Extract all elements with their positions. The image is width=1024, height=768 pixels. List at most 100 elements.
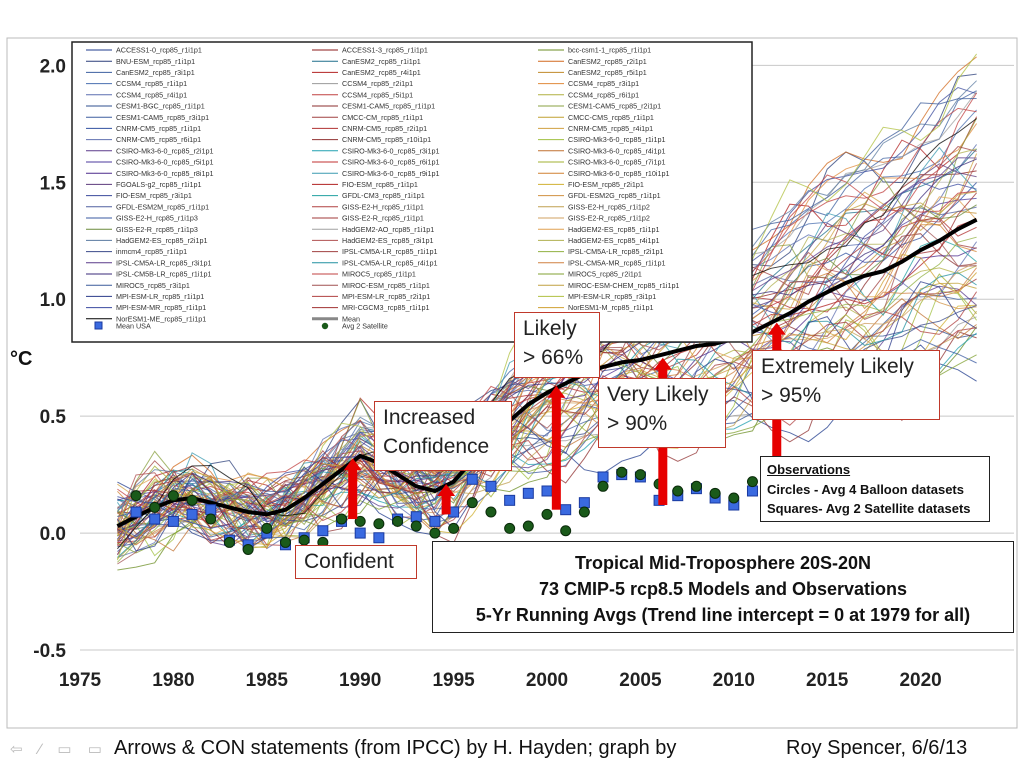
balloon-point	[541, 508, 553, 520]
balloon-point	[728, 492, 740, 504]
legend-entry: CCSM4_rcp85_r5i1p1	[342, 90, 413, 99]
x-tick-label: 1985	[246, 670, 289, 691]
chart-title-box: Tropical Mid-Troposphere 20S-20N 73 CMIP…	[432, 541, 1014, 633]
balloon-point	[429, 527, 441, 539]
red-arrow-head	[767, 322, 786, 335]
annotation-extremely-likely-line2: > 95%	[761, 383, 822, 407]
model-series-line	[117, 261, 977, 545]
balloon-point	[167, 490, 179, 502]
legend-entry: FIO-ESM_rcp85_r1i1p1	[342, 180, 418, 189]
legend-entry: CESM1-CAM5_rcp85_r2i1p1	[568, 102, 661, 111]
balloon-point	[130, 490, 142, 502]
legend-entry: CSIRO-Mk3-6-0_rcp85_r1i1p1	[568, 135, 665, 144]
balloon-point	[261, 522, 273, 534]
balloon-point	[242, 543, 254, 555]
red-arrow-head	[653, 357, 672, 370]
model-series-line	[117, 224, 977, 565]
legend-entry: IPSL-CM5A-LR_rcp85_r1i1p1	[342, 247, 437, 256]
x-tick-label: 1995	[432, 670, 475, 691]
satellite-point	[578, 497, 590, 509]
balloon-point	[205, 513, 217, 525]
legend-entry: CanESM2_rcp85_r4i1p1	[342, 68, 421, 77]
legend-entry: CMCC-CMS_rcp85_r1i1p1	[568, 113, 654, 122]
annotation-likely: Likely > 66%	[514, 312, 600, 378]
legend-entry: MPI-ESM-LR_rcp85_r3i1p1	[568, 292, 656, 301]
legend-entry: MPI-ESM-LR_rcp85_r2i1p1	[342, 292, 430, 301]
satellite-point	[186, 508, 198, 520]
legend-swatch-satellite	[94, 321, 103, 330]
legend-entry: CCSM4_rcp85_r4i1p1	[116, 90, 187, 99]
balloon-point	[597, 480, 609, 492]
annotation-likely-line1: Likely	[523, 317, 577, 340]
legend-entry: CNRM-CM5_rcp85_r4i1p1	[568, 124, 653, 133]
balloon-point	[504, 522, 516, 534]
model-series-line	[117, 236, 977, 563]
legend-entry: GISS-E2-R_rcp85_r1i1p2	[568, 214, 650, 223]
balloon-point	[672, 485, 684, 497]
legend-entry: inmcm4_rcp85_r1i1p1	[116, 247, 187, 256]
legend-entry: CNRM-CM5_rcp85_r2i1p1	[342, 124, 427, 133]
balloon-point	[448, 522, 460, 534]
legend-entry: CCSM4_rcp85_r2i1p1	[342, 79, 413, 88]
balloon-point	[373, 518, 385, 530]
balloon-point	[279, 536, 291, 548]
balloon-point	[186, 494, 198, 506]
legend-entry: ACCESS1-0_rcp85_r1i1p1	[116, 46, 202, 55]
annotation-very-likely-line2: > 90%	[607, 411, 668, 435]
balloon-point	[223, 536, 235, 548]
x-tick-label: 2010	[713, 670, 755, 691]
legend-entry: HadGEM2-ES_rcp85_r3i1p1	[342, 236, 434, 245]
balloon-point	[485, 506, 497, 518]
x-tick-label: 2020	[899, 670, 941, 691]
balloon-point	[149, 501, 161, 513]
red-arrow-shaft	[551, 395, 561, 510]
chart-title-line3: 5-Yr Running Avgs (Trend line intercept …	[475, 605, 971, 626]
legend-entry: IPSL-CM5A-MR_rcp85_r1i1p1	[568, 258, 665, 267]
legend-entry: NorESM1-ME_rcp85_r1i1p1	[116, 314, 206, 323]
legend-entry: CESM1-CAM5_rcp85_r3i1p1	[116, 113, 209, 122]
legend-entry: HadGEM2-ES_rcp85_r2i1p1	[116, 236, 208, 245]
y-axis-label: °C	[10, 348, 33, 370]
legend-entry: IPSL-CM5A-LR_rcp85_r4i1p1	[342, 258, 437, 267]
model-series-line	[116, 191, 977, 541]
x-tick-label: 1980	[152, 670, 194, 691]
slide-nav-icons[interactable]: ⇦ ∕ ▭ ▭	[10, 741, 108, 758]
satellite-point	[205, 504, 217, 516]
red-arrow-head	[547, 385, 566, 398]
red-arrow-head	[437, 483, 456, 496]
legend-entry: CSIRO-Mk3-6-0_rcp85_r6i1p1	[342, 158, 439, 167]
red-arrow-head	[343, 458, 362, 471]
x-tick-label: 2015	[806, 670, 849, 691]
legend-entry: CSIRO-Mk3-6-0_rcp85_r7i1p1	[568, 158, 665, 167]
legend-entry: GISS-E2-H_rcp85_r1i1p1	[342, 202, 424, 211]
legend-entry: CNRM-CM5_rcp85_r10i1p1	[342, 135, 431, 144]
legend-entry: CanESM2_rcp85_r1i1p1	[342, 57, 421, 66]
model-series-line	[117, 192, 977, 531]
annotation-increased-line2: Confidence	[383, 434, 490, 458]
legend-entry: GFDL-ESM2G_rcp85_r1i1p1	[568, 191, 661, 200]
legend-entry: IPSL-CM5A-LR_rcp85_r2i1p1	[568, 247, 663, 256]
x-tick-label: 1975	[59, 670, 102, 691]
red-arrow-shaft	[441, 493, 451, 515]
annotation-increased-line1: Increased	[383, 406, 476, 429]
legend-entry: Mean	[342, 314, 360, 323]
legend-entry: IPSL-CM5A-LR_rcp85_r3i1p1	[116, 258, 211, 267]
annotation-confident-text: Confident	[304, 550, 394, 573]
legend-entry: CSIRO-Mk3-6-0_rcp85_r4i1p1	[568, 146, 665, 155]
satellite-point	[466, 473, 478, 485]
legend-entry: GISS-E2-H_rcp85_r1i1p3	[116, 214, 198, 223]
legend-entry: CNRM-CM5_rcp85_r1i1p1	[116, 124, 201, 133]
model-series-line	[117, 204, 977, 539]
legend-entry: GISS-E2-H_rcp85_r1i1p2	[568, 202, 650, 211]
legend-entry: GISS-E2-R_rcp85_r1i1p1	[342, 214, 424, 223]
satellite-point	[504, 494, 516, 506]
legend-entry: MIROC-ESM_rcp85_r1i1p1	[342, 281, 430, 290]
balloon-point	[336, 513, 348, 525]
balloon-point	[690, 480, 702, 492]
legend-entry: HadGEM2-ES_rcp85_r4i1p1	[568, 236, 660, 245]
observations-title: Observations	[767, 462, 851, 477]
legend-entry: Avg 2 Satellite	[342, 322, 388, 331]
satellite-point	[746, 485, 758, 497]
balloon-point	[578, 506, 590, 518]
model-series-line	[117, 267, 977, 546]
